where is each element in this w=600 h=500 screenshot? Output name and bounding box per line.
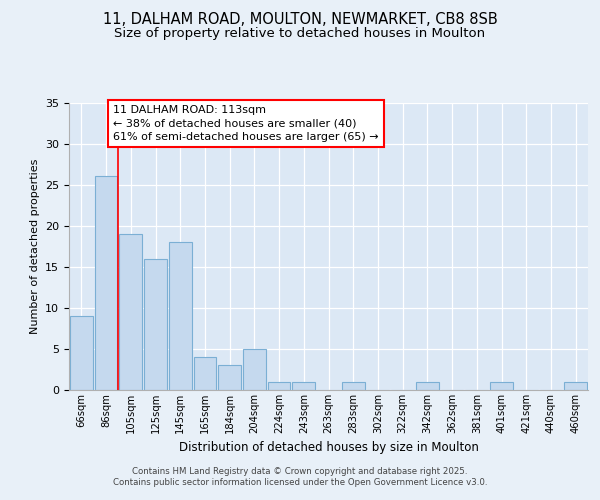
- Text: Size of property relative to detached houses in Moulton: Size of property relative to detached ho…: [115, 28, 485, 40]
- Bar: [490, 382, 513, 390]
- Bar: [416, 382, 439, 390]
- Bar: [218, 366, 241, 390]
- Bar: [119, 234, 142, 390]
- Bar: [169, 242, 191, 390]
- Bar: [70, 316, 93, 390]
- X-axis label: Distribution of detached houses by size in Moulton: Distribution of detached houses by size …: [179, 442, 478, 454]
- Bar: [268, 382, 290, 390]
- Bar: [194, 357, 216, 390]
- Bar: [243, 349, 266, 390]
- Text: 11 DALHAM ROAD: 113sqm
← 38% of detached houses are smaller (40)
61% of semi-det: 11 DALHAM ROAD: 113sqm ← 38% of detached…: [113, 106, 379, 142]
- Bar: [292, 382, 315, 390]
- Text: Contains HM Land Registry data © Crown copyright and database right 2025.: Contains HM Land Registry data © Crown c…: [132, 467, 468, 476]
- Bar: [342, 382, 365, 390]
- Bar: [564, 382, 587, 390]
- Text: Contains public sector information licensed under the Open Government Licence v3: Contains public sector information licen…: [113, 478, 487, 487]
- Bar: [95, 176, 118, 390]
- Y-axis label: Number of detached properties: Number of detached properties: [29, 158, 40, 334]
- Text: 11, DALHAM ROAD, MOULTON, NEWMARKET, CB8 8SB: 11, DALHAM ROAD, MOULTON, NEWMARKET, CB8…: [103, 12, 497, 28]
- Bar: [144, 258, 167, 390]
